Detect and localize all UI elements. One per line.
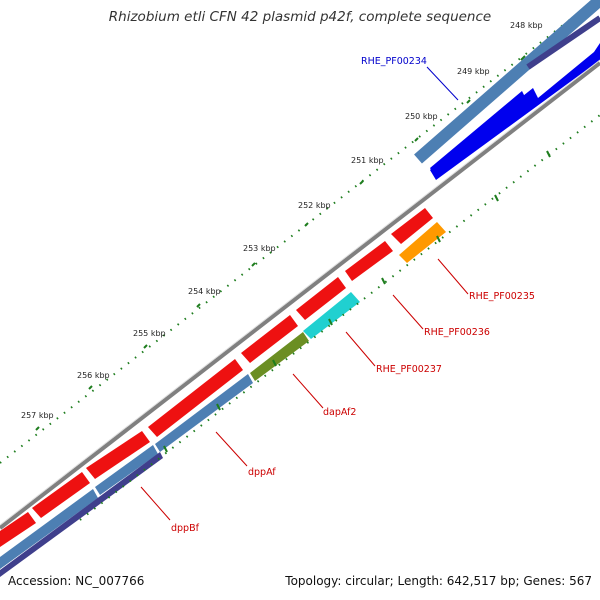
gene-red-7[interactable]	[32, 472, 90, 518]
outer-major-ticks	[35, 11, 581, 431]
cog-navy	[0, 452, 163, 577]
major-tick	[520, 55, 526, 61]
major-tick	[359, 180, 364, 185]
tick-label-257: 257 kbp	[21, 411, 54, 420]
gene-label-dppbf[interactable]: dppBf	[171, 523, 200, 534]
callout-line-dppaf	[215, 431, 248, 467]
gene-red-3[interactable]	[296, 277, 346, 320]
backbone-ring	[0, 61, 600, 530]
cog-track-upper	[414, 0, 600, 164]
major-tick	[414, 137, 419, 142]
gene-label-rhe-pf00236[interactable]: RHE_PF00236	[424, 327, 490, 338]
tick-label-249: 249 kbp	[457, 67, 490, 76]
map-title: Rhizobium etli CFN 42 plasmid p42f, comp…	[108, 9, 492, 25]
tick-label-248: 248 kbp	[510, 21, 543, 30]
cog-steel-3	[0, 489, 98, 569]
gene-label-dppaf[interactable]: dppAf	[248, 467, 276, 478]
cog-navy-segment	[526, 15, 600, 70]
tick-label-254: 254 kbp	[188, 287, 221, 296]
inner-major-tick	[436, 235, 441, 243]
inner-major-ticks	[163, 150, 551, 453]
outer-tick-line	[0, 7, 586, 464]
cog-cyan	[303, 292, 360, 339]
callout-line-dppbf	[140, 486, 171, 521]
major-tick	[251, 262, 256, 267]
gene-label-rhe-pf00235[interactable]: RHE_PF00235	[469, 291, 535, 302]
tick-label-255: 255 kbp	[133, 329, 166, 338]
cog-olive	[250, 332, 309, 381]
tick-label-253: 253 kbp	[243, 244, 276, 253]
callout-line-rhe-pf00237	[345, 331, 376, 367]
cog-track-lower	[0, 222, 446, 577]
gene-callouts: RHE_PF00234 RHE_PF00235 RHE_PF00236 RHE_…	[140, 56, 535, 534]
inner-tick-ring	[79, 114, 600, 521]
cog-orange	[399, 222, 446, 263]
inner-major-tick	[216, 403, 221, 411]
gene-label-dapaf2[interactable]: dapAf2	[323, 407, 356, 418]
inner-tick-line	[79, 114, 600, 521]
inner-major-tick	[546, 150, 551, 158]
tick-labels: 248 kbp 249 kbp 250 kbp 251 kbp 252 kbp …	[21, 21, 543, 420]
gene-label-rhe-pf00237[interactable]: RHE_PF00237	[376, 364, 442, 375]
summary-label: Topology: circular; Length: 642,517 bp; …	[285, 574, 592, 588]
gene-label-rhe-pf00234[interactable]: RHE_PF00234	[361, 56, 427, 67]
inner-major-tick	[328, 318, 333, 326]
major-tick	[466, 99, 471, 104]
callout-line-rhe-pf00236	[392, 294, 424, 330]
gene-red-4[interactable]	[241, 315, 298, 363]
outer-tick-ring	[0, 7, 586, 464]
accession-label: Accession: NC_007766	[8, 574, 145, 588]
major-tick	[304, 222, 309, 227]
tick-label-250: 250 kbp	[405, 112, 438, 121]
inner-major-tick	[494, 194, 499, 202]
backbone-highlight	[0, 59, 600, 526]
major-tick	[88, 385, 93, 390]
tick-label-251: 251 kbp	[351, 156, 384, 165]
callout-line-rhe-pf00235	[437, 258, 469, 295]
gene-red-8[interactable]	[0, 512, 36, 547]
gene-rhe-pf00234-body[interactable]	[430, 91, 527, 178]
inner-major-tick	[272, 359, 277, 367]
callout-line-dapaf2	[292, 373, 324, 409]
tick-label-252: 252 kbp	[298, 201, 331, 210]
gene-red-2[interactable]	[345, 241, 393, 281]
inner-major-tick	[381, 277, 386, 285]
cog-steel-segment	[414, 0, 600, 164]
callout-line-rhe-pf00234	[426, 66, 459, 101]
cog-steel-2	[95, 445, 158, 495]
tick-label-256: 256 kbp	[77, 371, 110, 380]
major-tick	[143, 344, 148, 349]
gene-red-6[interactable]	[86, 431, 150, 479]
major-tick	[196, 303, 201, 308]
major-tick	[35, 426, 40, 431]
cog-steel	[155, 374, 253, 452]
inner-major-tick	[163, 445, 168, 453]
cds-forward-row	[0, 208, 433, 547]
gene-red-5[interactable]	[148, 359, 243, 437]
gene-red-1[interactable]	[391, 208, 433, 244]
